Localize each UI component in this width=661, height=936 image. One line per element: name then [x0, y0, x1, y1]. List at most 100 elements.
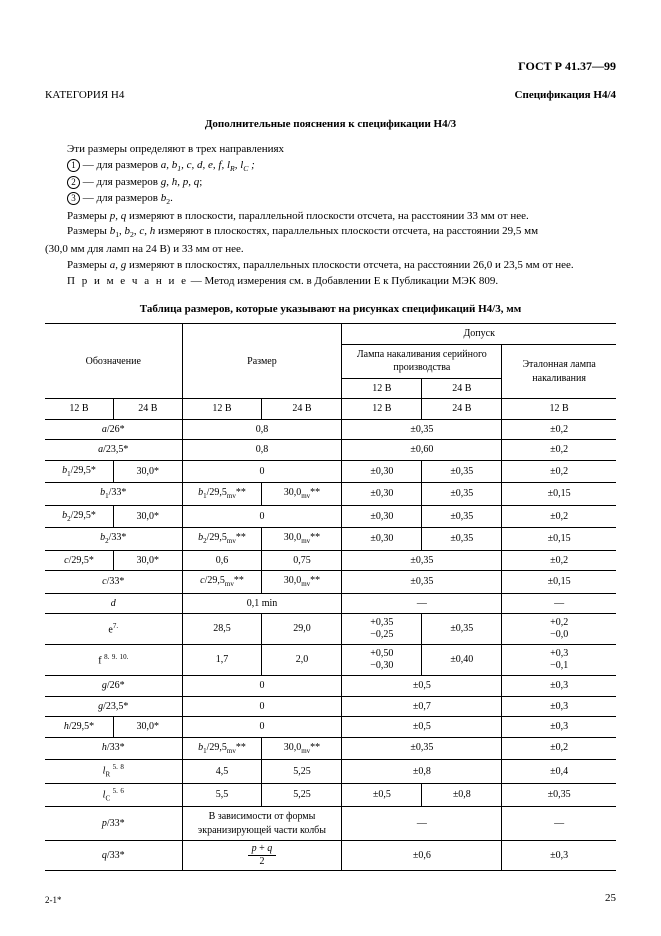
- hdr-designation: Обозначение: [45, 324, 182, 399]
- cell-designation: 30,0*: [114, 550, 183, 571]
- cell-designation: e7.: [45, 614, 182, 645]
- cell-ref: ±0,15: [502, 571, 616, 593]
- table-row: g/23,5*0±0,7±0,3: [45, 696, 616, 717]
- cell-designation: 30,0*: [114, 717, 183, 738]
- cell-tol: —: [342, 593, 502, 614]
- cell-designation: c/33*: [45, 571, 182, 593]
- cell-size: 0,1 min: [182, 593, 342, 614]
- hdr-tolerance: Допуск: [342, 324, 616, 345]
- hdr-t12: 12 В: [342, 399, 422, 420]
- cell-ref: +0,2−0,0: [502, 614, 616, 645]
- dir-1: 1 — для размеров a, b1, c, d, e, f, lR, …: [45, 158, 616, 175]
- para-b: Размеры b1, b2, c, h измеряют в плоскост…: [45, 224, 616, 241]
- table-row: lR 5. 84,55,25±0,8±0,4: [45, 759, 616, 783]
- cell-tol12: +0,35−0,25: [342, 614, 422, 645]
- cell-size: 5,25: [262, 783, 342, 807]
- cell-ref: ±0,3: [502, 717, 616, 738]
- dir-2: 2 — для размеров g, h, p, q;: [45, 175, 616, 190]
- cell-ref: ±0,2: [502, 737, 616, 759]
- cell-ref: ±0,15: [502, 528, 616, 550]
- cell-tol: ±0,35: [342, 737, 502, 759]
- note-label: П р и м е ч а н и е: [67, 275, 188, 287]
- cell-tol: ±0,5: [342, 676, 502, 697]
- cell-tol12: ±0,30: [342, 483, 422, 505]
- dimensions-table: Обозначение Размер Допуск Лампа накалива…: [45, 323, 616, 871]
- cell-ref: ±0,2: [502, 440, 616, 461]
- table-row: d0,1 min——: [45, 593, 616, 614]
- para-b-cont: (30,0 мм для ламп на 24 В) и 33 мм от не…: [45, 242, 616, 257]
- spec-label: Спецификация Н4/4: [515, 88, 616, 103]
- cell-size: 30,0mv**: [262, 528, 342, 550]
- cell-size: p + q2: [182, 841, 342, 871]
- cell-tol: —: [342, 807, 502, 841]
- table-row: Обозначение Размер Допуск: [45, 324, 616, 345]
- circle-2-icon: 2: [67, 176, 80, 189]
- cell-size: b1/29,5mv**: [182, 737, 262, 759]
- d1-pre: — для размеров: [80, 159, 161, 171]
- hdr-t24: 24 В: [422, 399, 502, 420]
- cell-designation: b2/33*: [45, 528, 182, 550]
- cell-size: 0,6: [182, 550, 262, 571]
- cell-size: b2/29,5mv**: [182, 528, 262, 550]
- cell-size: 0,8: [182, 419, 342, 440]
- cell-tol12: ±0,30: [342, 460, 422, 482]
- hdr-m24: 24 В: [422, 378, 502, 399]
- d3-syms: b2.: [161, 192, 173, 204]
- cell-designation: b1/33*: [45, 483, 182, 505]
- cell-tol: ±0,6: [342, 841, 502, 871]
- cell-designation: q/33*: [45, 841, 182, 871]
- d1-syms: a, b1, c, d, e, f, lR, lC ;: [161, 159, 255, 171]
- cell-size: 0,8: [182, 440, 342, 461]
- cell-tol: ±0,35: [342, 550, 502, 571]
- cell-size: c/29,5mv**: [182, 571, 262, 593]
- table-row: a/23,5*0,8±0,60±0,2: [45, 440, 616, 461]
- footer-left: 2-1*: [45, 894, 62, 906]
- page-number: 25: [605, 891, 616, 906]
- cell-tol12: ±0,5: [342, 783, 422, 807]
- cell-tol: ±0,60: [342, 440, 502, 461]
- cell-tol24: ±0,35: [422, 483, 502, 505]
- cell-tol24: ±0,35: [422, 528, 502, 550]
- intro-line: Эти размеры определяют в трех направлени…: [45, 142, 616, 157]
- cell-ref: ±0,3: [502, 696, 616, 717]
- cell-tol24: ±0,35: [422, 505, 502, 527]
- cell-tol24: ±0,35: [422, 614, 502, 645]
- table-row: lC 5. 65,55,25±0,5±0,8±0,35: [45, 783, 616, 807]
- cell-designation: b1/29,5*: [45, 460, 114, 482]
- cell-designation: d: [45, 593, 182, 614]
- cell-tol12: +0,50−0,30: [342, 645, 422, 676]
- cell-size: 30,0mv**: [262, 737, 342, 759]
- table-row: 12 В 24 В 12 В 24 В 12 В 24 В 12 В: [45, 399, 616, 420]
- cell-size: 0: [182, 717, 342, 738]
- hdr-s24: 24 В: [262, 399, 342, 420]
- cell-tol: ±0,8: [342, 759, 502, 783]
- cell-ref: —: [502, 807, 616, 841]
- hdr-m12: 12 В: [342, 378, 422, 399]
- cell-size: В зависимости от формы экранизирующей ча…: [182, 807, 342, 841]
- table-caption: Таблица размеров, которые указывают на р…: [45, 302, 616, 317]
- table-row: b1/29,5*30,0*0±0,30±0,35±0,2: [45, 460, 616, 482]
- table-body: a/26*0,8±0,35±0,2a/23,5*0,8±0,60±0,2b1/2…: [45, 419, 616, 871]
- cell-ref: ±0,2: [502, 550, 616, 571]
- circle-1-icon: 1: [67, 159, 80, 172]
- table-row: c/33*c/29,5mv**30,0mv**±0,35±0,15: [45, 571, 616, 593]
- circle-3-icon: 3: [67, 192, 80, 205]
- cell-tol24: ±0,40: [422, 645, 502, 676]
- cell-size: 30,0mv**: [262, 483, 342, 505]
- cell-ref: ±0,35: [502, 783, 616, 807]
- table-row: b2/29,5*30,0*0±0,30±0,35±0,2: [45, 505, 616, 527]
- cell-tol: ±0,7: [342, 696, 502, 717]
- cell-designation: p/33*: [45, 807, 182, 841]
- cell-size: b1/29,5mv**: [182, 483, 262, 505]
- hdr-r12: 12 В: [502, 399, 616, 420]
- table-row: q/33*p + q2±0,6±0,3: [45, 841, 616, 871]
- section-subhead: Дополнительные пояснения к спецификации …: [45, 117, 616, 132]
- cell-designation: b2/29,5*: [45, 505, 114, 527]
- table-row: h/29,5*30,0*0±0,5±0,3: [45, 717, 616, 738]
- cell-size: 0: [182, 676, 342, 697]
- hdr-d12: 12 В: [45, 399, 114, 420]
- hdr-d24: 24 В: [114, 399, 183, 420]
- cell-size: 1,7: [182, 645, 262, 676]
- cell-ref: +0,3−0,1: [502, 645, 616, 676]
- cell-designation: lR 5. 8: [45, 759, 182, 783]
